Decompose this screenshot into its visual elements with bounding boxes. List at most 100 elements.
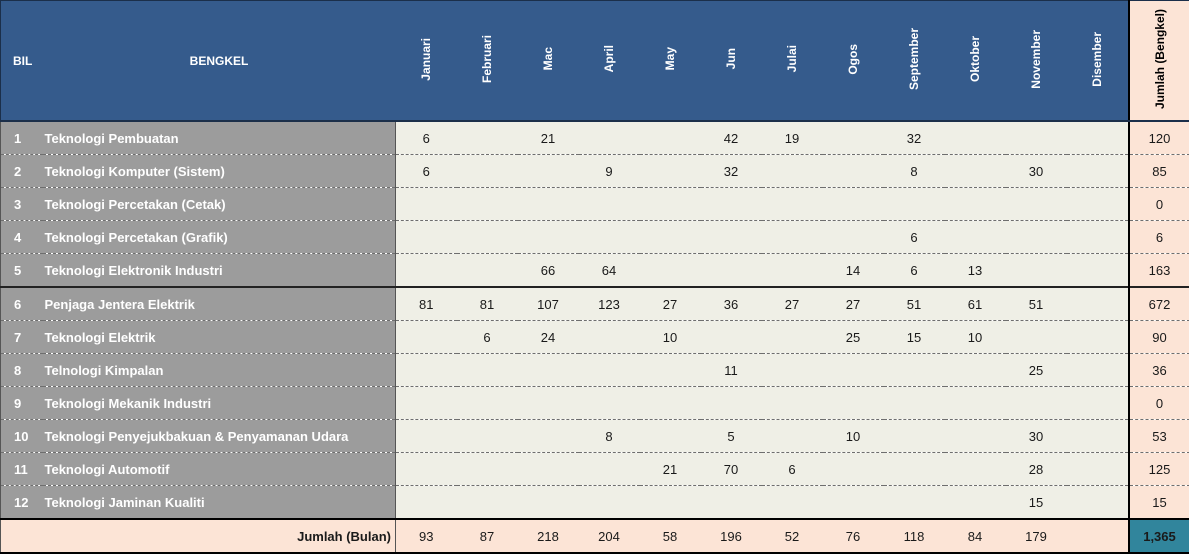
cell-mac bbox=[518, 420, 579, 453]
cell-oktober bbox=[945, 420, 1006, 453]
cell-julai: 19 bbox=[762, 121, 823, 155]
cell-julai bbox=[762, 354, 823, 387]
cell-april bbox=[579, 221, 640, 254]
cell-september: 8 bbox=[884, 155, 945, 188]
cell-may bbox=[640, 121, 701, 155]
cell-julai bbox=[762, 321, 823, 354]
header-month-oktober: Oktober bbox=[945, 1, 1006, 122]
row-bengkel-name: Teknologi Automotif bbox=[43, 453, 396, 486]
cell-jun bbox=[701, 254, 762, 288]
cell-januari: 6 bbox=[396, 121, 457, 155]
cell-jun: 11 bbox=[701, 354, 762, 387]
cell-oktober: 10 bbox=[945, 321, 1006, 354]
row-number: 10 bbox=[1, 420, 43, 453]
cell-januari bbox=[396, 453, 457, 486]
cell-februari bbox=[457, 354, 518, 387]
cell-ogos bbox=[823, 387, 884, 420]
cell-november bbox=[1006, 221, 1067, 254]
cell-jun: 5 bbox=[701, 420, 762, 453]
cell-november bbox=[1006, 387, 1067, 420]
cell-april bbox=[579, 121, 640, 155]
cell-november bbox=[1006, 121, 1067, 155]
row-total: 90 bbox=[1129, 321, 1189, 354]
cell-september bbox=[884, 354, 945, 387]
row-total: 672 bbox=[1129, 287, 1189, 321]
cell-julai bbox=[762, 387, 823, 420]
row-number: 11 bbox=[1, 453, 43, 486]
row-number: 3 bbox=[1, 188, 43, 221]
row-bengkel-name: Teknologi Penyejukbakuan & Penyamanan Ud… bbox=[43, 420, 396, 453]
header-month-ogos: Ogos bbox=[823, 1, 884, 122]
cell-februari bbox=[457, 420, 518, 453]
cell-may bbox=[640, 420, 701, 453]
cell-september: 32 bbox=[884, 121, 945, 155]
row-bengkel-name: Teknologi Pembuatan bbox=[43, 121, 396, 155]
header-bil: BIL bbox=[1, 1, 43, 122]
cell-ogos bbox=[823, 188, 884, 221]
row-total: 15 bbox=[1129, 486, 1189, 520]
cell-mac bbox=[518, 155, 579, 188]
header-month-label: May bbox=[663, 47, 677, 70]
row-bengkel-name: Teknologi Elektrik bbox=[43, 321, 396, 354]
cell-september bbox=[884, 188, 945, 221]
cell-november: 51 bbox=[1006, 287, 1067, 321]
row-number: 6 bbox=[1, 287, 43, 321]
cell-julai bbox=[762, 188, 823, 221]
cell-ogos bbox=[823, 155, 884, 188]
cell-januari bbox=[396, 486, 457, 520]
cell-november: 30 bbox=[1006, 155, 1067, 188]
cell-november bbox=[1006, 321, 1067, 354]
cell-julai bbox=[762, 254, 823, 288]
cell-disember bbox=[1067, 121, 1129, 155]
header-total-label: Jumlah (Bengkel) bbox=[1153, 9, 1167, 109]
row-number: 9 bbox=[1, 387, 43, 420]
cell-mac bbox=[518, 354, 579, 387]
header-month-label: Januari bbox=[419, 38, 433, 81]
cell-november bbox=[1006, 188, 1067, 221]
footer-mac: 218 bbox=[518, 519, 579, 553]
row-number: 7 bbox=[1, 321, 43, 354]
header-month-september: September bbox=[884, 1, 945, 122]
cell-oktober bbox=[945, 387, 1006, 420]
row-bengkel-name: Teknologi Mekanik Industri bbox=[43, 387, 396, 420]
cell-september: 51 bbox=[884, 287, 945, 321]
row-total: 163 bbox=[1129, 254, 1189, 288]
row-bengkel-name: Teknologi Komputer (Sistem) bbox=[43, 155, 396, 188]
cell-november: 15 bbox=[1006, 486, 1067, 520]
cell-jun: 42 bbox=[701, 121, 762, 155]
cell-april: 64 bbox=[579, 254, 640, 288]
header-month-mac: Mac bbox=[518, 1, 579, 122]
footer-disember bbox=[1067, 519, 1129, 553]
cell-ogos bbox=[823, 486, 884, 520]
row-total: 0 bbox=[1129, 188, 1189, 221]
cell-februari: 81 bbox=[457, 287, 518, 321]
row-total: 85 bbox=[1129, 155, 1189, 188]
cell-februari bbox=[457, 188, 518, 221]
cell-may bbox=[640, 354, 701, 387]
row-total: 36 bbox=[1129, 354, 1189, 387]
cell-januari: 81 bbox=[396, 287, 457, 321]
cell-november: 28 bbox=[1006, 453, 1067, 486]
cell-jun bbox=[701, 486, 762, 520]
row-total: 120 bbox=[1129, 121, 1189, 155]
cell-februari bbox=[457, 387, 518, 420]
cell-may bbox=[640, 254, 701, 288]
footer-november: 179 bbox=[1006, 519, 1067, 553]
cell-september bbox=[884, 420, 945, 453]
cell-disember bbox=[1067, 254, 1129, 288]
cell-april bbox=[579, 387, 640, 420]
cell-ogos bbox=[823, 121, 884, 155]
row-bengkel-name: Teknologi Jaminan Kualiti bbox=[43, 486, 396, 520]
cell-september: 6 bbox=[884, 254, 945, 288]
cell-september bbox=[884, 387, 945, 420]
cell-jun: 36 bbox=[701, 287, 762, 321]
header-month-label: Oktober bbox=[968, 36, 982, 82]
cell-may: 21 bbox=[640, 453, 701, 486]
header-month-julai: Julai bbox=[762, 1, 823, 122]
row-total: 125 bbox=[1129, 453, 1189, 486]
header-month-label: Julai bbox=[785, 45, 799, 72]
cell-ogos: 14 bbox=[823, 254, 884, 288]
row-number: 8 bbox=[1, 354, 43, 387]
cell-mac: 21 bbox=[518, 121, 579, 155]
